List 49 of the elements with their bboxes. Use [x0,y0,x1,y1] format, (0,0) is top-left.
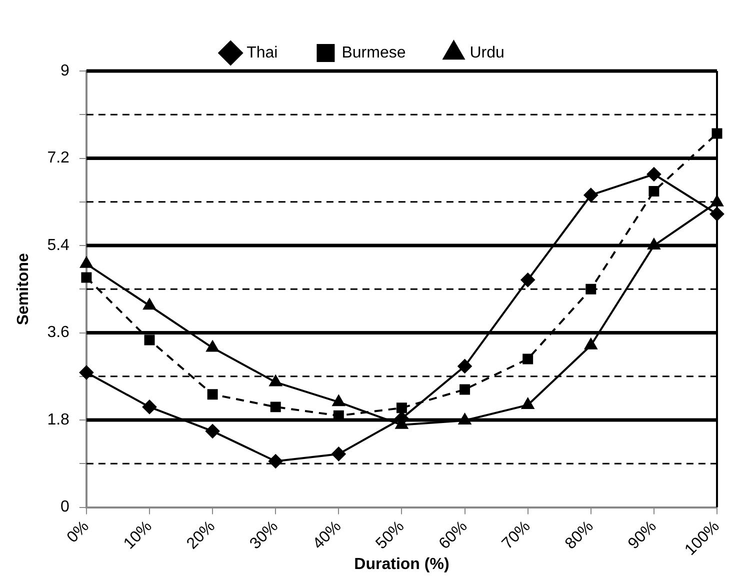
point [143,298,156,310]
x-tick-label: 0% [64,518,92,546]
y-tick-label: 0 [60,498,70,516]
x-axis-title: Duration (%) [354,556,450,573]
point [332,446,346,461]
legend-label: Urdu [470,44,504,62]
point [584,188,598,202]
point [142,400,156,414]
point [80,256,93,268]
point [79,366,94,380]
point [396,402,407,414]
point [144,334,155,346]
point [207,389,218,400]
x-tick-label: 90% [625,518,660,553]
point [712,128,722,139]
point [648,186,660,196]
x-tick-label: 50% [372,518,408,553]
point [268,454,283,468]
point [522,354,534,364]
point [206,340,219,352]
point [81,272,92,283]
point [710,195,724,206]
point [206,424,220,438]
y-tick-label: 7.2 [47,150,70,167]
point [584,338,598,350]
point [270,402,281,412]
y-tick-label: 9 [60,62,70,80]
point [648,238,660,250]
y-axis-title: Semitone [15,253,32,326]
x-tick-label: 80% [562,518,597,553]
point [646,167,661,182]
point [269,375,282,386]
point [520,272,535,287]
x-tick-label: 70% [499,518,534,553]
legend-label: Thai [246,44,278,62]
point [458,414,471,425]
point [332,395,345,406]
y-tick-label: 3.6 [47,324,70,342]
point [458,359,472,374]
y-tick-label: 5.4 [47,236,70,254]
x-tick-label: 30% [246,518,282,553]
legend-label: Burmese [342,44,406,62]
point [460,384,470,395]
point [710,207,724,222]
point [522,398,534,410]
y-tick-label: 1.8 [47,411,70,428]
x-tick-label: 60% [436,518,471,553]
x-tick-label: 40% [310,518,345,553]
point [586,284,596,294]
